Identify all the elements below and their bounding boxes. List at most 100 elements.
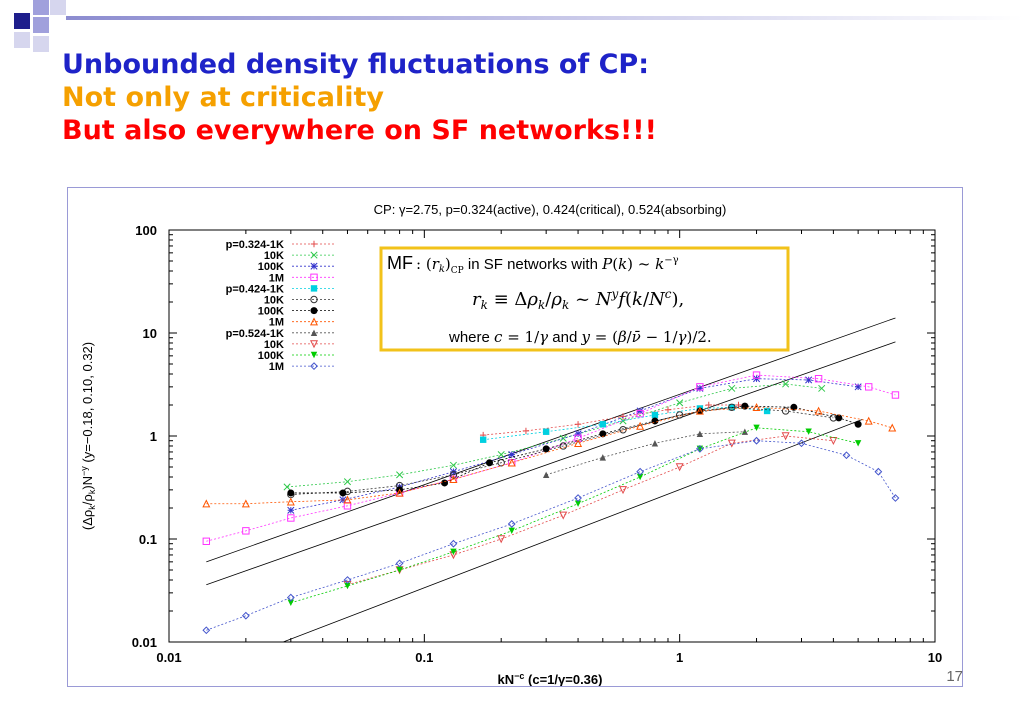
data-point	[441, 479, 449, 487]
y-tick-label: 10	[143, 326, 157, 341]
data-point	[619, 413, 627, 420]
series-line	[206, 406, 893, 505]
legend-marker	[309, 340, 319, 349]
series-5	[287, 403, 838, 499]
legend-marker	[310, 262, 318, 270]
data-point	[449, 474, 458, 483]
mf-line-3: where c = 1/γ and y = (β/ν̄ − 1/γ)/2.	[448, 328, 712, 346]
data-point	[574, 421, 582, 428]
series-3	[202, 371, 900, 545]
data-point	[344, 582, 351, 590]
data-point	[559, 434, 567, 442]
series-line	[287, 383, 822, 488]
data-point	[559, 442, 567, 450]
data-point	[842, 451, 851, 460]
top-gradient-bar	[66, 16, 1023, 20]
data-point	[636, 421, 645, 430]
series-line	[546, 431, 745, 476]
data-point	[829, 437, 838, 446]
data-point	[735, 401, 742, 409]
data-point	[891, 391, 900, 399]
data-point	[599, 430, 607, 438]
data-point	[741, 402, 749, 410]
y-tick-label: 100	[135, 223, 157, 238]
title-line-1: Unbounded density fluctuations of CP:	[62, 49, 650, 80]
data-point	[287, 599, 295, 607]
legend-label: p=0.324-1K	[226, 239, 284, 251]
data-point	[542, 471, 550, 479]
mf-line-1: : (rk)CP in SF networks with P(k) ~ k−γ	[416, 255, 679, 276]
data-point	[805, 376, 813, 384]
x-tick-label: 10	[928, 650, 942, 665]
data-point	[805, 428, 812, 435]
series-10	[287, 424, 862, 607]
legend-marker	[310, 329, 318, 336]
series-line	[206, 440, 896, 631]
legend-marker	[310, 362, 318, 371]
data-point	[395, 488, 404, 497]
data-point	[695, 444, 704, 453]
data-point	[574, 430, 582, 438]
data-point	[574, 500, 582, 507]
data-point	[497, 451, 505, 459]
data-point	[574, 434, 582, 442]
mf-annotation-box: MF : (rk)CP in SF networks with P(k) ~ k…	[379, 246, 790, 352]
data-point	[651, 411, 659, 419]
data-point	[797, 439, 806, 448]
title-line-3: But also everywhere on SF networks!!!	[62, 115, 657, 146]
data-point	[202, 537, 211, 545]
legend-marker	[310, 307, 318, 315]
slide-number: 17	[946, 668, 963, 685]
data-point	[507, 458, 516, 467]
data-point	[675, 463, 684, 472]
legend-marker	[310, 273, 318, 281]
data-point	[343, 478, 352, 486]
series-0	[479, 401, 742, 439]
y-axis-label: (Δρk/ρk)N−y (y=−0.18, 0.10, 0.32)	[79, 342, 97, 530]
legend-marker	[310, 351, 318, 359]
corner-square-navy	[14, 13, 30, 29]
data-point	[888, 423, 897, 432]
legend-label: 100K	[258, 306, 284, 318]
data-point	[752, 436, 761, 445]
data-point	[286, 593, 295, 602]
x-axis-label: kN−c (c=1/γ=0.36)	[498, 671, 603, 686]
chart-title: CP: γ=2.75, p=0.324(active), 0.424(criti…	[374, 202, 727, 217]
series-11	[202, 436, 900, 635]
data-point	[763, 407, 771, 415]
data-point	[599, 454, 607, 461]
data-point	[559, 511, 568, 520]
legend-label: 10K	[264, 339, 284, 351]
corner-square-pale	[33, 36, 49, 52]
data-point	[864, 416, 873, 425]
data-point	[574, 494, 582, 502]
data-point	[542, 445, 550, 453]
data-point	[727, 439, 736, 448]
data-point	[395, 559, 404, 568]
y-tick-label: 0.01	[132, 635, 157, 650]
data-point	[753, 424, 760, 432]
legend-label: 10K	[264, 250, 284, 262]
data-point	[651, 417, 659, 425]
series-2	[287, 375, 862, 514]
data-point	[286, 497, 295, 506]
series-7	[202, 402, 897, 508]
data-point	[664, 406, 672, 413]
data-point	[675, 411, 684, 419]
data-point	[449, 461, 457, 469]
data-point	[752, 371, 761, 379]
data-point	[781, 407, 790, 415]
data-point	[854, 440, 862, 447]
data-point	[636, 473, 644, 481]
data-point	[814, 406, 823, 415]
data-point	[283, 483, 291, 491]
data-point	[202, 626, 211, 635]
data-point	[636, 409, 644, 418]
data-point	[728, 384, 736, 392]
data-point	[695, 406, 704, 415]
data-point	[497, 535, 506, 544]
data-point	[287, 514, 295, 522]
reference-line	[283, 419, 863, 642]
chart: CP: γ=2.75, p=0.324(active), 0.424(criti…	[79, 202, 942, 686]
legend-label: 100K	[258, 261, 284, 273]
